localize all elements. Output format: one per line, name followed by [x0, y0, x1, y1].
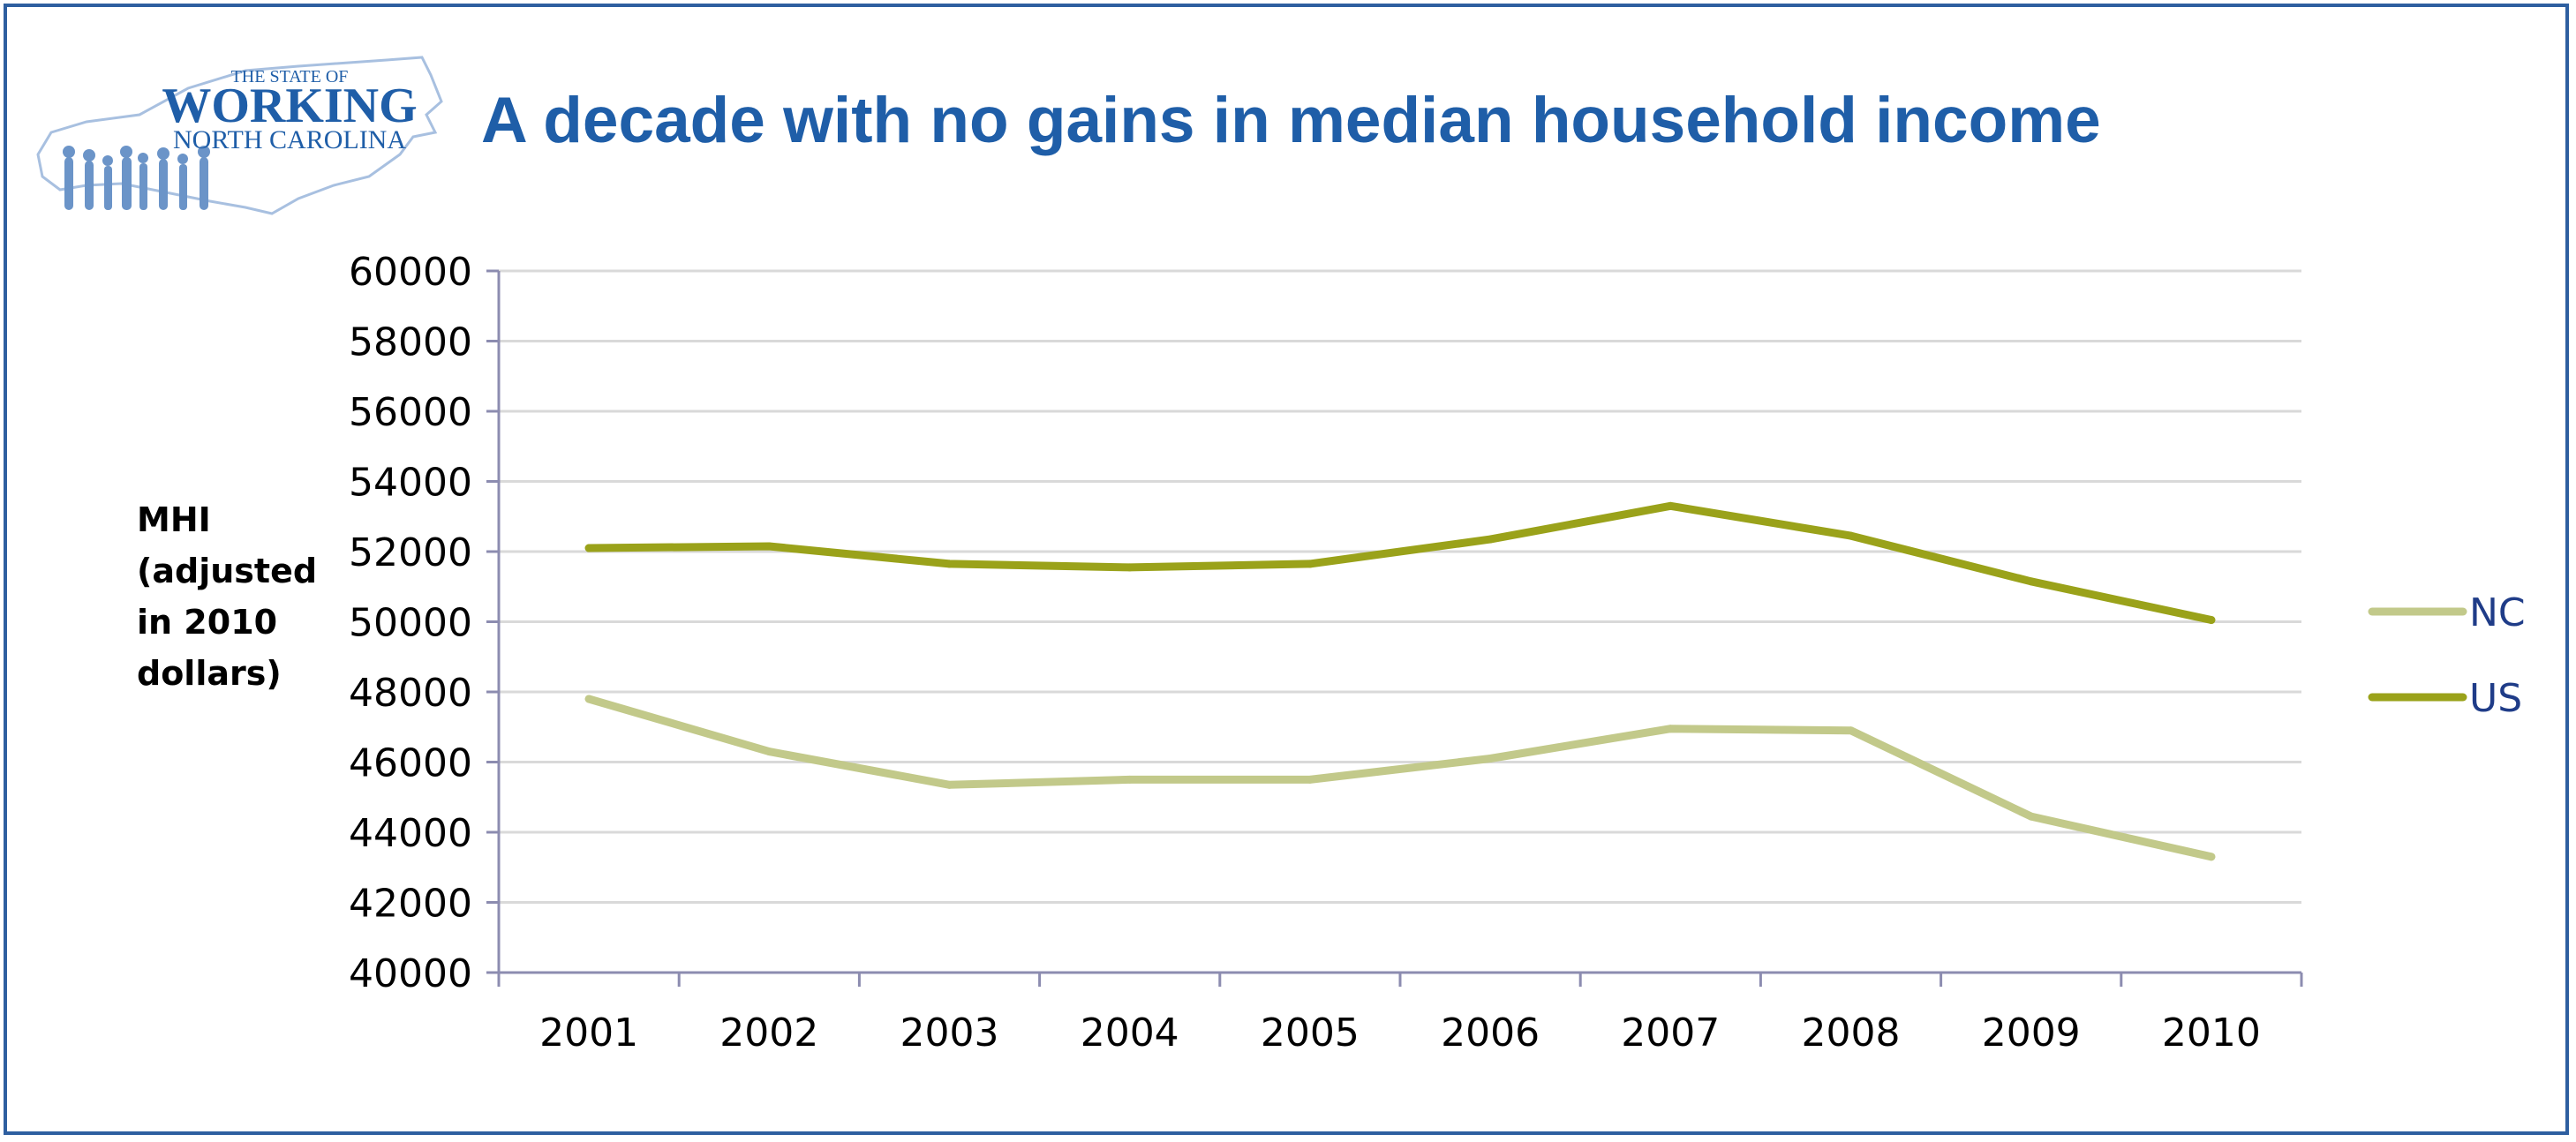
y-tick-label-8: 56000 — [349, 390, 472, 435]
data-point-us-2007 — [1666, 501, 1675, 510]
x-tick-label-2006: 2006 — [1441, 1011, 1540, 1056]
y-axis-label-line-4: dollars) — [137, 654, 282, 693]
x-tick-label-2004: 2004 — [1081, 1011, 1179, 1056]
data-point-us-2003 — [945, 560, 953, 568]
y-tick-label-7: 54000 — [349, 461, 472, 506]
series-line-us — [584, 501, 2216, 624]
logo-line2: WORKING — [162, 79, 417, 133]
page-title: A decade with no gains in median househo… — [481, 85, 2101, 156]
data-point-nc-2005 — [1306, 775, 1314, 784]
x-tick-label-2010: 2010 — [2162, 1011, 2261, 1056]
x-tick-label-2007: 2007 — [1621, 1011, 1720, 1056]
legend-label-nc: NC — [2469, 590, 2526, 635]
data-point-nc-2004 — [1126, 775, 1134, 784]
x-tick-label-2005: 2005 — [1261, 1011, 1360, 1056]
data-point-nc-2001 — [584, 695, 593, 703]
data-point-nc-2002 — [765, 748, 773, 756]
y-tick-label-4: 48000 — [349, 671, 472, 716]
data-point-us-2008 — [1847, 531, 1855, 540]
logo-line1: THE STATE OF — [231, 67, 349, 86]
x-tick-label-2002: 2002 — [719, 1011, 818, 1056]
data-point-nc-2006 — [1486, 755, 1495, 763]
data-point-nc-2008 — [1847, 726, 1855, 735]
data-point-us-2005 — [1306, 560, 1314, 568]
x-tick-label-2008: 2008 — [1802, 1011, 1901, 1056]
y-tick-label-0: 40000 — [349, 951, 472, 996]
x-tick-label-2003: 2003 — [900, 1011, 999, 1056]
data-point-us-2001 — [584, 544, 593, 552]
data-point-us-2002 — [765, 542, 773, 551]
data-point-us-2010 — [2207, 616, 2216, 625]
y-tick-label-3: 46000 — [349, 741, 472, 786]
x-tick-label-2001: 2001 — [539, 1011, 638, 1056]
data-point-nc-2009 — [2027, 812, 2036, 821]
legend-label-us: US — [2469, 676, 2522, 721]
y-axis-label-line-1: MHI — [137, 500, 211, 539]
y-tick-label-10: 60000 — [349, 250, 472, 295]
y-axis-label-line-3: in 2010 — [137, 603, 278, 642]
logo-line3: NORTH CAROLINA — [173, 125, 406, 154]
data-point-us-2009 — [2027, 577, 2036, 586]
series-line-nc — [584, 695, 2216, 861]
y-tick-label-6: 52000 — [349, 530, 472, 575]
slide-frame — [4, 4, 2569, 1135]
y-axis-label-line-2: (adjusted — [137, 552, 318, 590]
data-point-nc-2003 — [945, 780, 953, 789]
data-point-us-2006 — [1486, 535, 1495, 544]
data-point-nc-2010 — [2207, 853, 2216, 861]
people-silhouettes — [63, 146, 210, 210]
y-tick-label-9: 58000 — [349, 320, 472, 365]
working-nc-logo: THE STATE OF WORKING NORTH CAROLINA — [36, 56, 443, 215]
y-axis-label: MHI (adjusted in 2010 dollars) — [137, 494, 331, 699]
data-point-us-2004 — [1126, 563, 1134, 572]
x-tick-label-2009: 2009 — [1982, 1011, 2081, 1056]
y-tick-label-5: 50000 — [349, 601, 472, 646]
nc-state-outline — [36, 56, 443, 215]
y-tick-label-2: 44000 — [349, 811, 472, 856]
data-point-nc-2007 — [1666, 725, 1675, 733]
y-tick-label-1: 42000 — [349, 882, 472, 927]
